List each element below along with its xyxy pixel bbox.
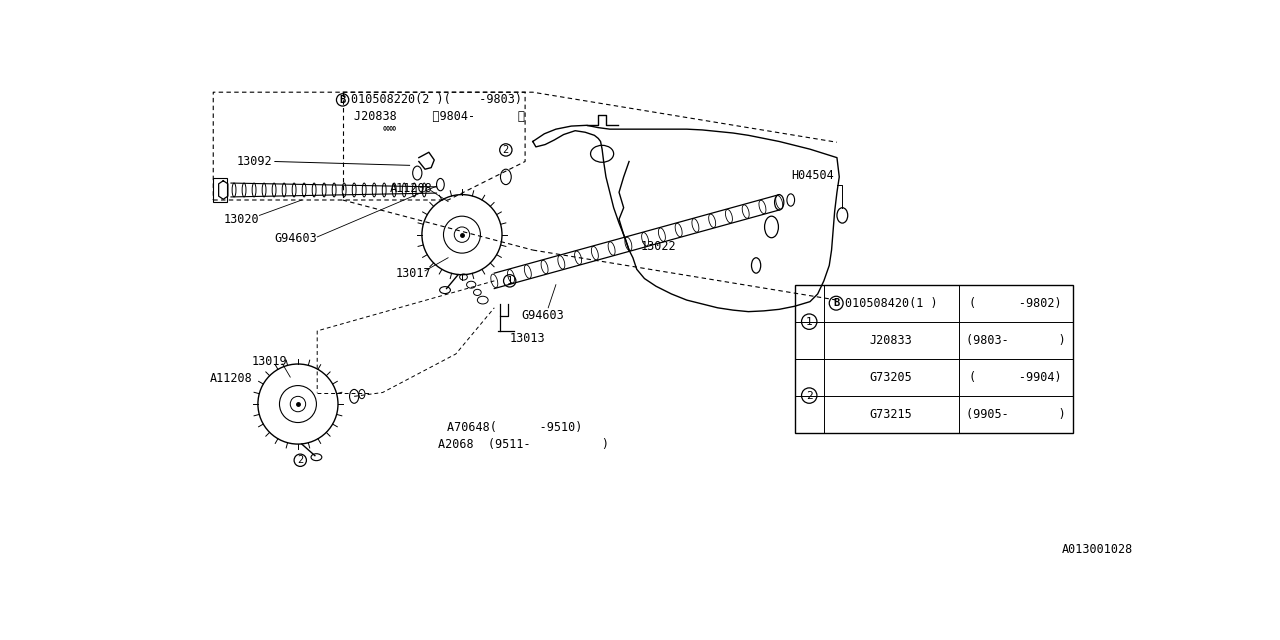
Text: 13092: 13092 — [237, 155, 271, 168]
Text: (9905-       ): (9905- ) — [965, 408, 1065, 420]
Text: (      -9904): ( -9904) — [969, 371, 1062, 383]
Text: 13013: 13013 — [509, 332, 545, 345]
Text: 13020: 13020 — [223, 212, 259, 226]
Text: A70648(      -9510): A70648( -9510) — [447, 420, 582, 434]
Text: 13019: 13019 — [252, 355, 288, 368]
Text: A11208: A11208 — [210, 372, 252, 385]
Text: G73205: G73205 — [870, 371, 913, 383]
Text: H04504: H04504 — [791, 169, 833, 182]
Text: 010508420(1 ): 010508420(1 ) — [845, 297, 938, 310]
Text: 2: 2 — [297, 455, 303, 465]
Text: A013001028: A013001028 — [1062, 543, 1133, 556]
Bar — [214, 179, 227, 202]
Text: B: B — [339, 95, 346, 105]
Text: 1: 1 — [507, 276, 513, 286]
Text: 010508220(2 )(    -9803): 010508220(2 )( -9803) — [351, 93, 522, 106]
Text: 2: 2 — [503, 145, 509, 155]
Text: J20838     〈9804-      ）: J20838 〈9804- ） — [355, 110, 525, 124]
Text: 13017: 13017 — [396, 267, 431, 280]
Text: 2: 2 — [806, 390, 813, 401]
Text: 1: 1 — [806, 317, 813, 326]
Text: J20833: J20833 — [870, 333, 913, 347]
Bar — [795, 285, 1073, 433]
Text: B: B — [833, 298, 840, 308]
Text: 13022: 13022 — [640, 240, 676, 253]
Text: G94603: G94603 — [275, 232, 317, 245]
Text: (9803-       ): (9803- ) — [965, 333, 1065, 347]
Text: G94603: G94603 — [521, 309, 564, 322]
Text: A2068  (9511-          ): A2068 (9511- ) — [438, 438, 609, 451]
Text: G73215: G73215 — [870, 408, 913, 420]
Ellipse shape — [439, 287, 451, 294]
Text: (      -9802): ( -9802) — [969, 297, 1062, 310]
Ellipse shape — [311, 454, 321, 461]
Text: A11208: A11208 — [389, 182, 433, 195]
